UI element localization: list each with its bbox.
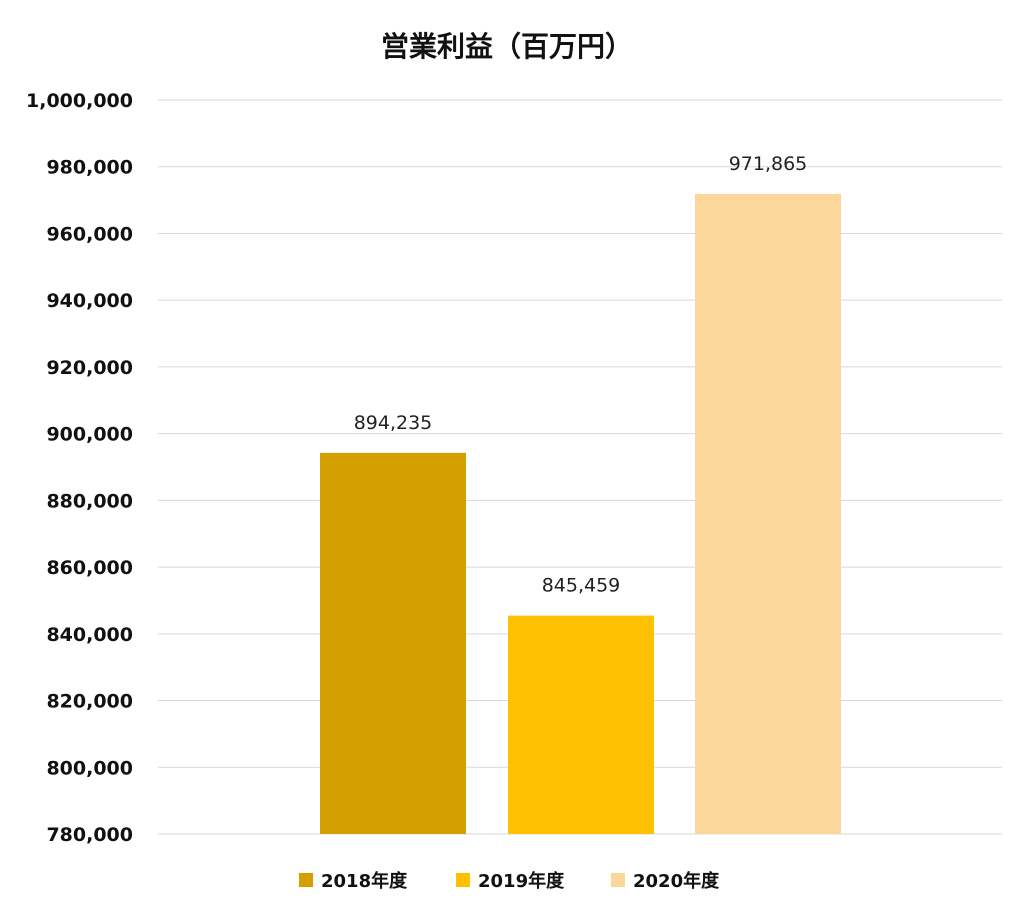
legend: 2018年度 2019年度 2020年度 bbox=[299, 870, 720, 892]
y-tick-label: 940,000 bbox=[46, 290, 133, 312]
legend-label: 2019年度 bbox=[478, 870, 565, 892]
y-axis-ticks: 780,000 800,000 820,000 840,000 860,000 880,0… bbox=[26, 90, 133, 846]
y-tick-label: 800,000 bbox=[46, 757, 133, 779]
bar-3 bbox=[695, 193, 841, 834]
y-tick-label: 960,000 bbox=[46, 223, 133, 245]
legend-swatch bbox=[611, 873, 625, 887]
data-label: 894,235 bbox=[354, 412, 433, 434]
y-tick-label: 780,000 bbox=[46, 824, 133, 846]
data-labels: 894,235 845,459 971,865 bbox=[354, 153, 808, 597]
data-label: 971,865 bbox=[729, 153, 808, 175]
legend-label: 2018年度 bbox=[321, 870, 408, 892]
y-tick-label: 860,000 bbox=[46, 557, 133, 579]
y-tick-label: 920,000 bbox=[46, 357, 133, 379]
bars bbox=[320, 193, 841, 834]
legend-label: 2020年度 bbox=[633, 870, 720, 892]
y-tick-label: 880,000 bbox=[46, 490, 133, 512]
data-label: 845,459 bbox=[542, 575, 621, 597]
chart-title: 営業利益（百万円） bbox=[381, 30, 633, 63]
bar-2 bbox=[508, 615, 654, 834]
legend-swatch bbox=[456, 873, 470, 887]
legend-swatch bbox=[299, 873, 313, 887]
gridlines bbox=[158, 99, 1002, 835]
y-tick-label: 1,000,000 bbox=[26, 90, 133, 112]
y-tick-label: 840,000 bbox=[46, 624, 133, 646]
y-tick-label: 820,000 bbox=[46, 691, 133, 713]
y-tick-label: 900,000 bbox=[46, 424, 133, 446]
bar-1 bbox=[320, 452, 466, 834]
y-tick-label: 980,000 bbox=[46, 157, 133, 179]
